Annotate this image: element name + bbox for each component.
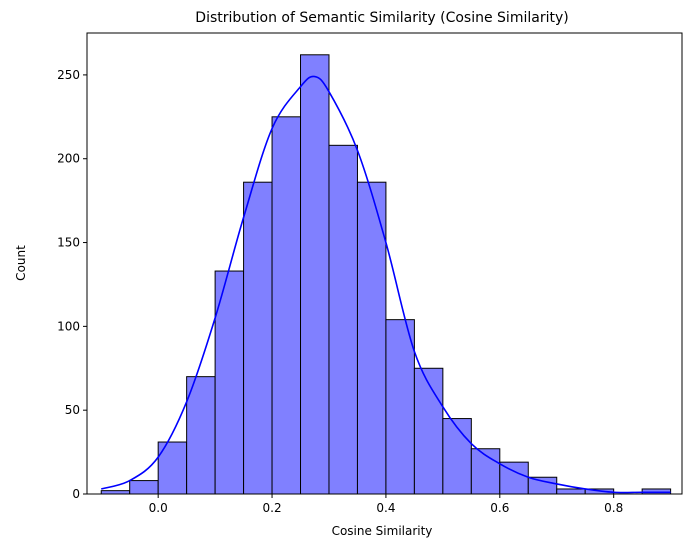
x-tick-label: 0.4 xyxy=(376,501,395,515)
histogram-bar xyxy=(243,181,273,495)
histogram-bar xyxy=(186,376,216,495)
y-tick-label: 250 xyxy=(57,68,80,82)
y-tick-label: 150 xyxy=(57,236,80,250)
x-axis-label: Cosine Similarity xyxy=(332,524,433,538)
x-tick-label: 0.0 xyxy=(149,501,168,515)
histogram-bar xyxy=(129,480,159,495)
histogram-bar xyxy=(300,54,330,495)
y-tick-label: 0 xyxy=(72,487,80,501)
x-axis-ticks: 0.0 0.2 0.4 0.6 0.8 xyxy=(149,494,623,515)
kde-curve xyxy=(101,75,671,494)
y-tick-label: 100 xyxy=(57,319,80,333)
histogram-bar xyxy=(413,367,444,495)
histogram-bar xyxy=(100,490,131,495)
x-tick-label: 0.8 xyxy=(604,501,623,515)
chart-title: Distribution of Semantic Similarity (Cos… xyxy=(195,10,568,26)
histogram-bar xyxy=(527,476,558,495)
x-tick-label: 0.2 xyxy=(263,501,282,515)
histogram-bar xyxy=(641,488,672,495)
histogram-bar xyxy=(442,418,472,495)
bars-group xyxy=(100,54,672,495)
histogram-bar xyxy=(556,488,586,495)
y-tick-label: 200 xyxy=(57,152,80,166)
histogram-bar xyxy=(214,270,245,495)
histogram-bar xyxy=(271,116,302,495)
histogram-bar xyxy=(328,144,358,495)
y-tick-label: 50 xyxy=(65,403,80,417)
y-axis-label: Count xyxy=(14,245,28,281)
histogram-bar xyxy=(356,181,387,495)
histogram-bar xyxy=(385,319,415,495)
kde-group xyxy=(101,75,671,494)
plot-frame xyxy=(86,32,683,495)
x-tick-label: 0.6 xyxy=(490,501,509,515)
y-axis-ticks: 0 50 100 150 200 250 xyxy=(57,68,87,501)
